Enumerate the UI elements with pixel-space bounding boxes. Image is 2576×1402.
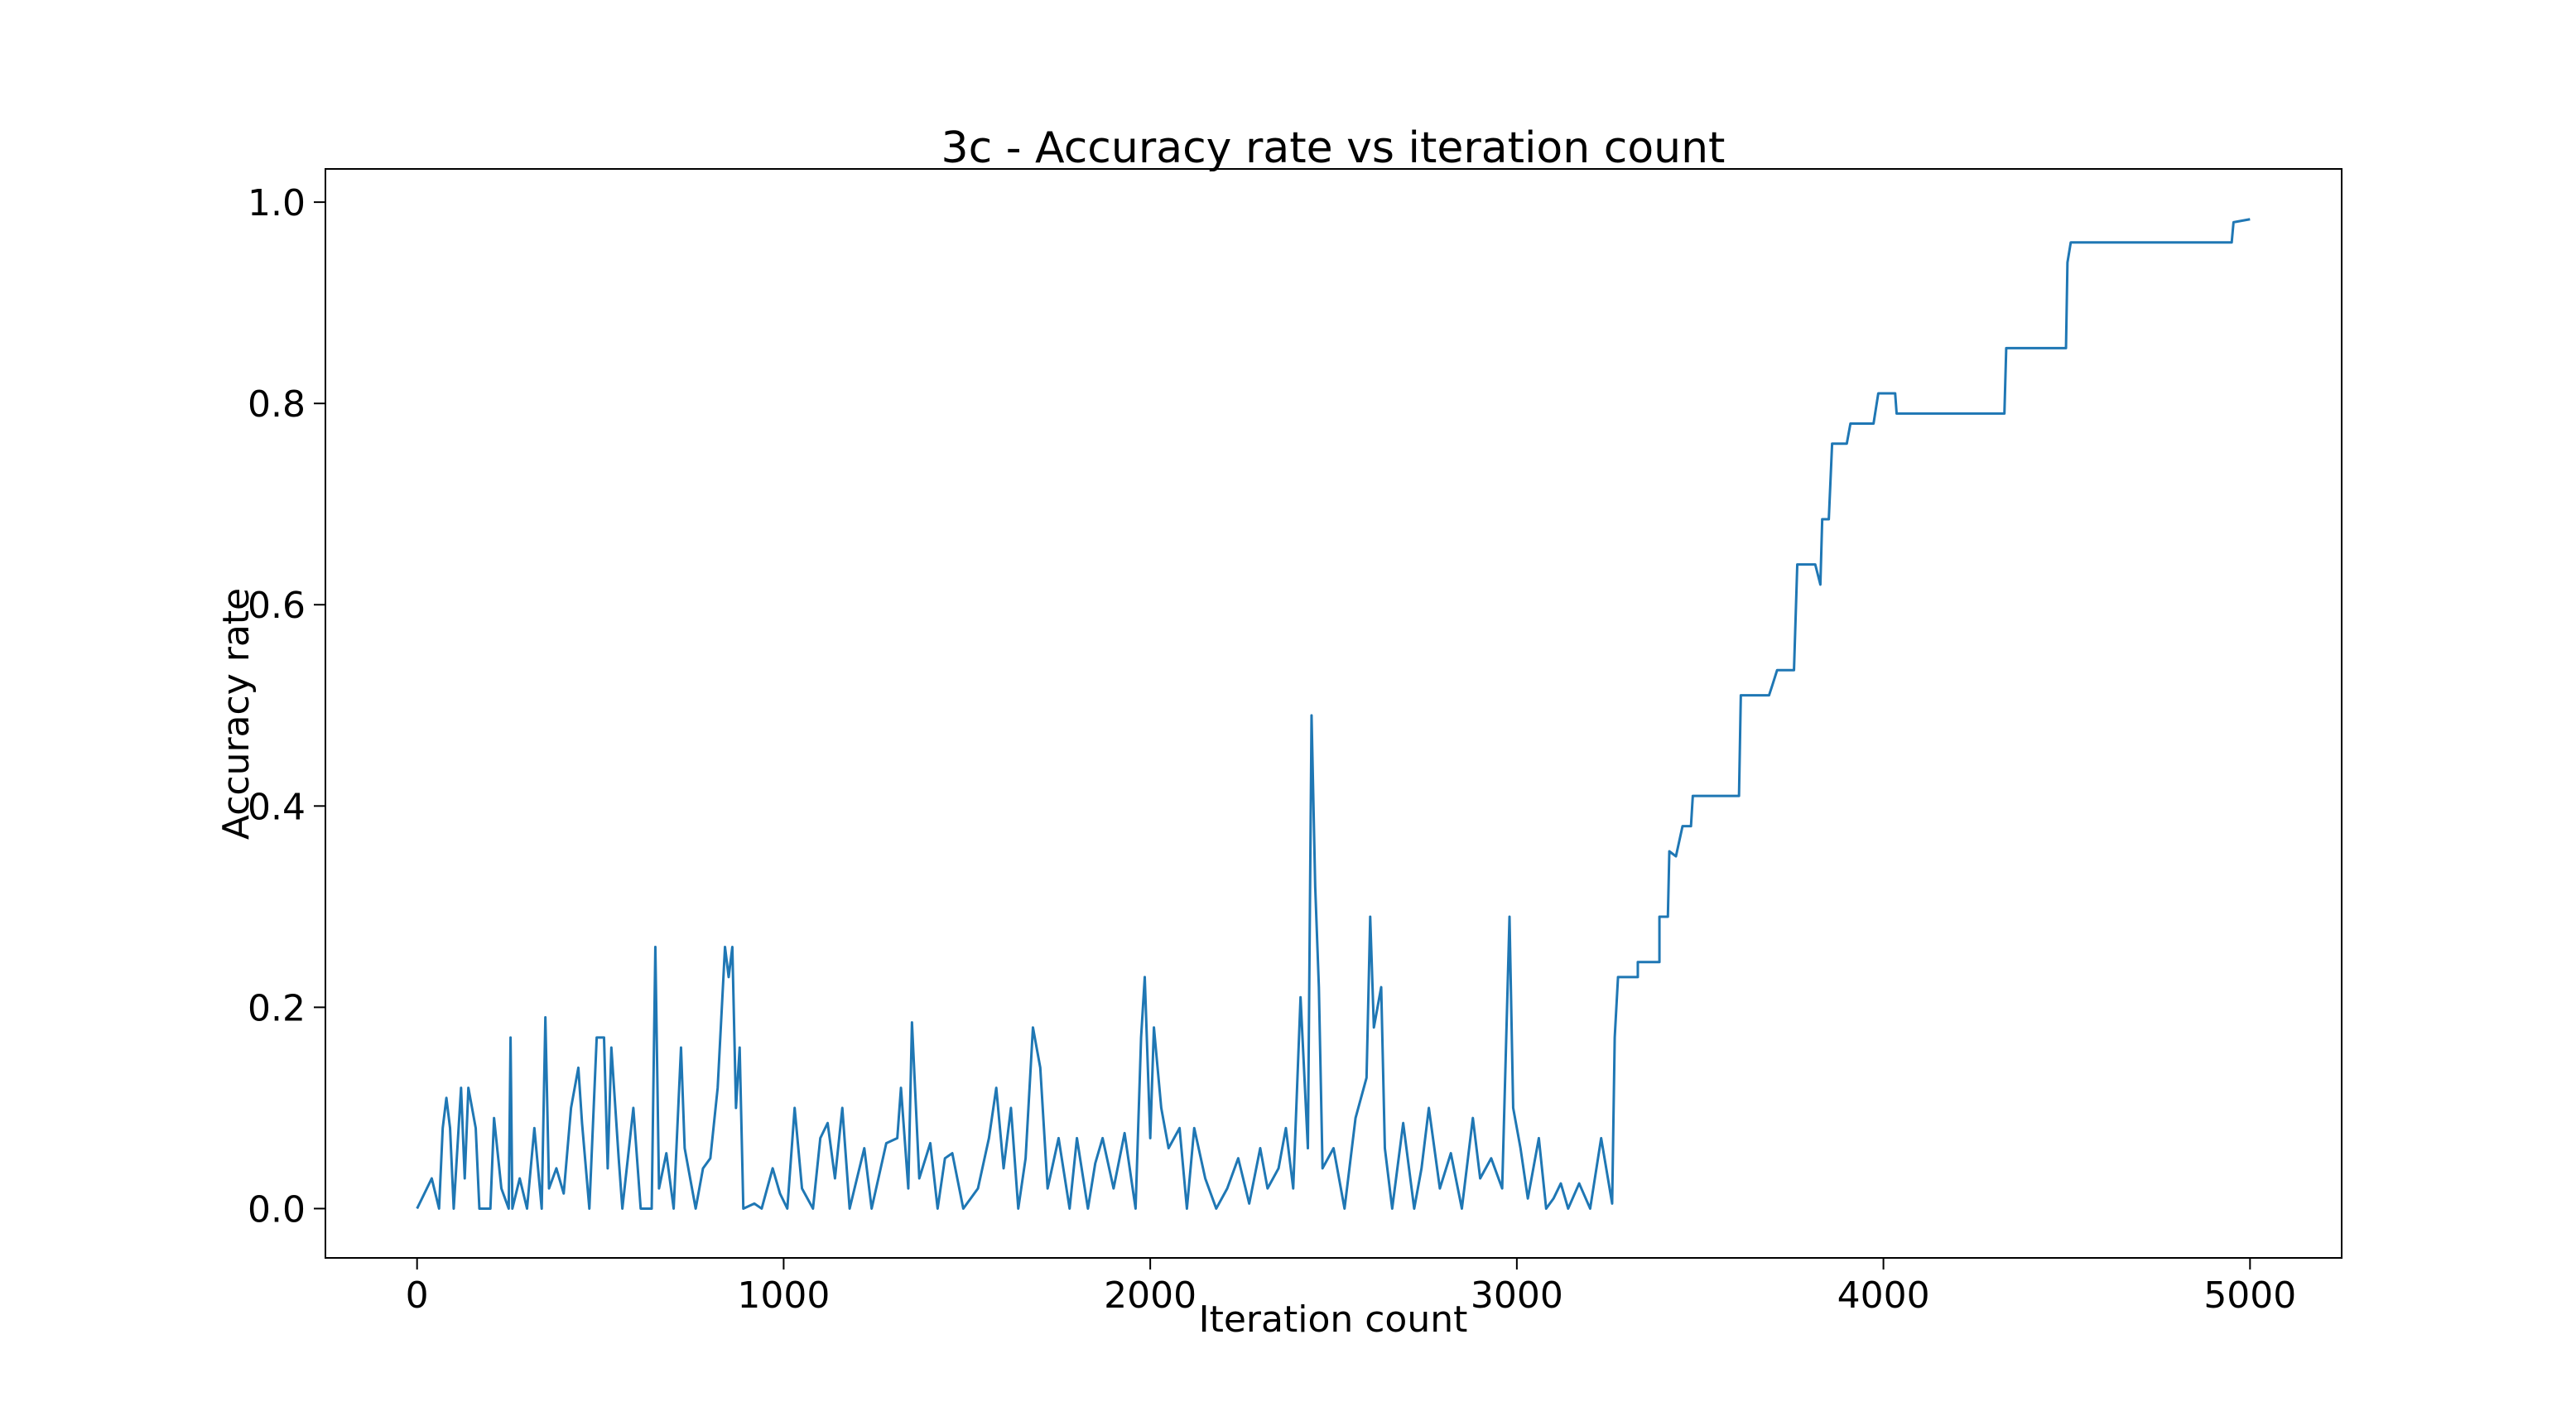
- plot-frame: [325, 168, 2342, 1259]
- x-tick-label: 3000: [1471, 1274, 1563, 1317]
- y-tick-label: 0.0: [248, 1188, 306, 1231]
- x-tick-label: 5000: [2203, 1274, 2296, 1317]
- data-line: [416, 218, 2251, 1210]
- y-tick-label: 0.6: [248, 585, 306, 627]
- x-tick-label: 1000: [737, 1274, 830, 1317]
- y-tick-label: 1.0: [248, 182, 306, 224]
- x-tick-label: 4000: [1837, 1274, 1930, 1317]
- y-tick-label: 0.8: [248, 383, 306, 426]
- x-tick-label: 2000: [1104, 1274, 1197, 1317]
- y-tick-label: 0.2: [248, 987, 306, 1029]
- y-tick-label: 0.4: [248, 786, 306, 828]
- chart-title: 3c - Accuracy rate vs iteration count: [941, 123, 1726, 173]
- y-axis-title: Accuracy rate: [215, 588, 258, 840]
- x-axis-title: Iteration count: [1199, 1298, 1468, 1341]
- x-tick-label: 0: [406, 1274, 429, 1317]
